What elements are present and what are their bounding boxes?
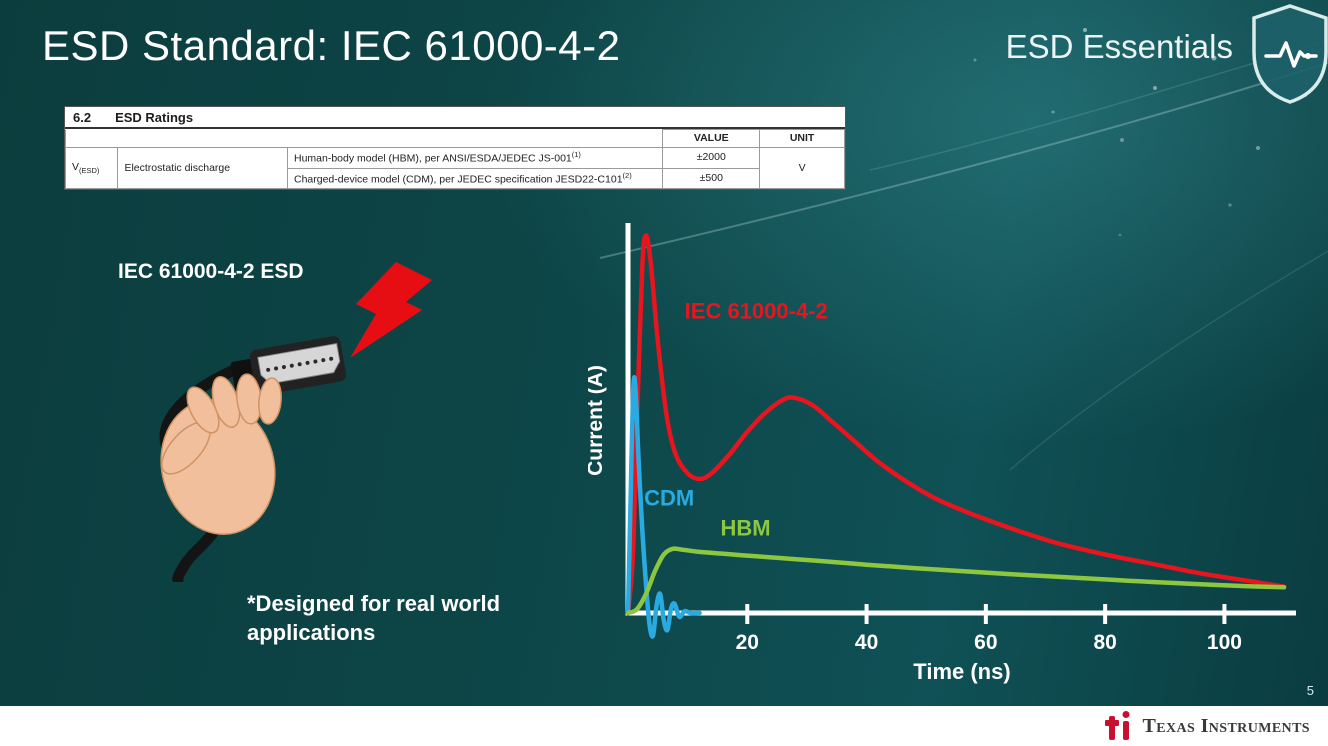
cdm-description: Charged-device model (CDM), per JEDEC sp… xyxy=(293,173,623,186)
cdm-footnote-ref: (2) xyxy=(622,170,632,180)
cdm-description-cell: Charged-device model (CDM), per JEDEC sp… xyxy=(286,167,664,190)
svg-text:40: 40 xyxy=(855,631,878,654)
table-row: V(ESD) Electrostatic discharge Human-bod… xyxy=(64,147,845,190)
ti-logo-icon xyxy=(1105,711,1130,740)
hbm-description: Human-body model (HBM), per ANSI/ESDA/JE… xyxy=(293,152,572,165)
svg-text:Time (ns): Time (ns) xyxy=(913,659,1010,684)
page-number: 5 xyxy=(1306,683,1314,698)
unit-cell: V xyxy=(759,147,845,190)
lightning-bolt-icon xyxy=(350,262,432,358)
svg-text:20: 20 xyxy=(736,631,759,654)
esd-shield-icon xyxy=(1252,4,1328,104)
hand xyxy=(160,398,276,536)
hbm-description-cell: Human-body model (HBM), per ANSI/ESDA/JE… xyxy=(286,147,664,169)
svg-text:Current (A): Current (A) xyxy=(588,365,607,476)
param-symbol-sub: (ESD) xyxy=(79,166,100,176)
page-title: ESD Standard: IEC 61000-4-2 xyxy=(42,22,621,69)
svg-text:IEC 61000-4-2: IEC 61000-4-2 xyxy=(685,299,828,324)
col-header-unit: UNIT xyxy=(759,128,845,149)
esd-ratings-table: 6.2 ESD Ratings VALUE UNIT V(ESD) Electr… xyxy=(64,106,846,191)
footnote-line-2: applications xyxy=(247,620,376,646)
ti-wordmark: Texas Instruments xyxy=(1142,714,1310,737)
footnote-line-1: *Designed for real world xyxy=(247,591,501,616)
svg-text:CDM: CDM xyxy=(644,485,694,510)
section-title: ESD Ratings xyxy=(115,110,194,125)
svg-text:HBM: HBM xyxy=(720,516,770,541)
svg-text:80: 80 xyxy=(1093,631,1116,654)
illustration-label: IEC 61000-4-2 ESD xyxy=(118,260,304,283)
header-spacer-cell xyxy=(64,129,664,149)
svg-text:100: 100 xyxy=(1207,631,1242,654)
esd-waveform-chart: 20 40 60 80 100 Time (ns) Current (A) IEC 61000… xyxy=(584,213,1303,691)
connector-pins xyxy=(266,356,334,372)
param-symbol-cell: V(ESD) xyxy=(64,147,119,190)
chart-canvas: 20 40 60 80 100 Time (ns) Current (A) IEC 61000… xyxy=(584,223,1296,684)
param-symbol-base: V xyxy=(72,161,80,174)
svg-text:60: 60 xyxy=(974,631,997,654)
fingers xyxy=(186,373,282,434)
hbm-value-cell: ±2000 xyxy=(662,147,761,169)
hand-esd-illustration xyxy=(159,262,432,582)
section-number: 6.2 xyxy=(73,110,92,125)
table-row: Charged-device model (CDM), per JEDEC sp… xyxy=(66,167,845,190)
col-header-value: VALUE xyxy=(662,128,761,149)
hbm-footnote-ref: (1) xyxy=(571,150,581,160)
footnote: *Designed for real world applications xyxy=(247,589,500,647)
ti-logo: Texas Instruments xyxy=(1103,708,1310,744)
table-caption: 6.2 ESD Ratings xyxy=(65,107,845,129)
series-title: ESD Essentials xyxy=(1005,28,1233,65)
param-name-cell: Electrostatic discharge xyxy=(117,147,288,190)
cdm-value-cell: ±500 xyxy=(662,167,761,190)
footer-bar: Texas Instruments xyxy=(0,706,1328,746)
